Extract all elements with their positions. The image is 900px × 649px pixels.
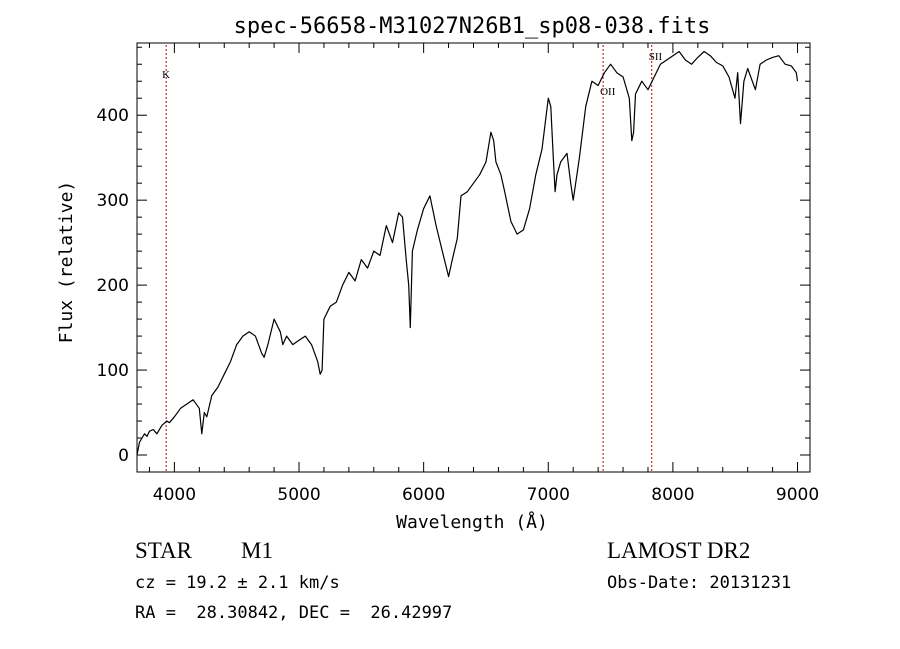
line-marker-label: SII <box>649 51 663 63</box>
line-marker-label: OII <box>600 86 616 98</box>
line-marker-label: K <box>162 69 170 81</box>
y-tick-label: 400 <box>97 106 129 126</box>
y-axis-label: Flux (relative) <box>56 181 77 344</box>
redshift-velocity: cz = 19.2 ± 2.1 km/s <box>135 573 340 593</box>
x-tick-label: 9000 <box>776 485 819 505</box>
survey-name: LAMOST DR2 <box>607 538 751 563</box>
object-subclass: M1 <box>241 538 273 563</box>
x-axis-label: Wavelength (Å) <box>396 511 548 533</box>
x-tick-label: 8000 <box>651 485 694 505</box>
observation-date: Obs-Date: 20131231 <box>607 573 792 593</box>
x-tick-label: 7000 <box>527 485 570 505</box>
chart-title: spec-56658-M31027N26B1_sp08-038.fits <box>234 14 711 39</box>
x-tick-label: 4000 <box>153 485 196 505</box>
object-class: STAR <box>135 538 192 563</box>
x-tick-label: 5000 <box>277 485 320 505</box>
plot-frame <box>136 42 811 473</box>
y-tick-label: 0 <box>118 446 129 466</box>
y-tick-label: 100 <box>97 361 129 381</box>
y-tick-label: 200 <box>97 276 129 296</box>
x-tick-label: 6000 <box>402 485 445 505</box>
spectrum-line <box>136 50 799 456</box>
sky-coordinates: RA = 28.30842, DEC = 26.42997 <box>135 603 453 623</box>
y-tick-label: 300 <box>97 191 129 211</box>
